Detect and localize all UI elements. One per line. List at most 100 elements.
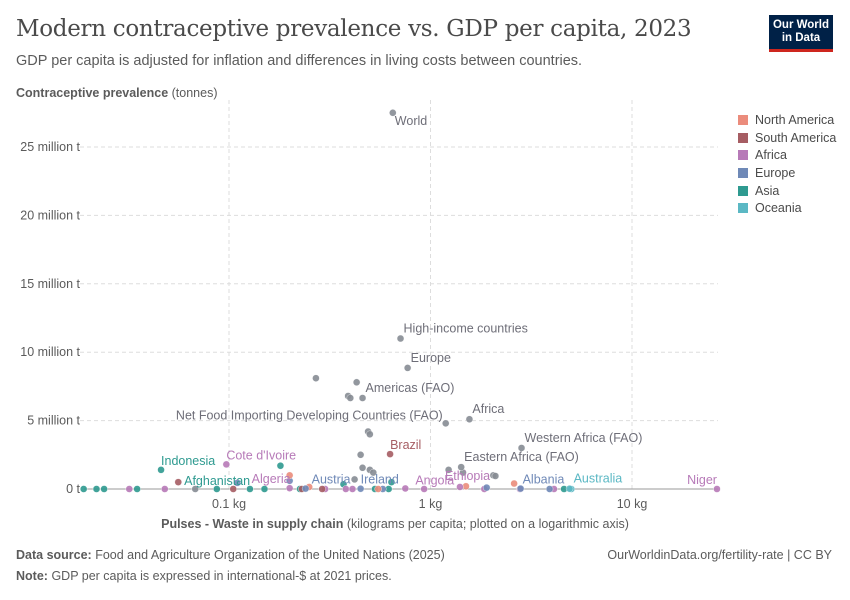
data-point[interactable] bbox=[401, 484, 410, 493]
x-axis-label-rest: (kilograms per capita; plotted on a loga… bbox=[343, 517, 629, 531]
data-point[interactable] bbox=[276, 462, 285, 470]
data-point[interactable] bbox=[191, 485, 199, 493]
legend-label: Africa bbox=[755, 148, 787, 163]
data-point[interactable] bbox=[125, 485, 133, 493]
data-point[interactable] bbox=[246, 485, 254, 493]
point-label: Eastern Africa (FAO) bbox=[464, 450, 579, 464]
x-tick-label: 1 kg bbox=[419, 497, 443, 511]
data-point[interactable] bbox=[301, 484, 310, 493]
legend-item[interactable]: North America bbox=[738, 111, 836, 129]
data-point[interactable] bbox=[358, 464, 367, 472]
data-point[interactable] bbox=[396, 334, 405, 343]
data-point[interactable] bbox=[389, 109, 397, 117]
data-point[interactable] bbox=[312, 374, 320, 382]
legend: North America South America Africa Europe As… bbox=[738, 111, 836, 217]
source-url-link[interactable]: OurWorldinData.org/fertility-rate | CC B… bbox=[607, 548, 832, 562]
data-point[interactable] bbox=[348, 485, 357, 493]
legend-item[interactable]: Asia bbox=[738, 182, 836, 200]
data-point[interactable] bbox=[491, 472, 500, 480]
chart-title: Modern contraceptive prevalence vs. GDP … bbox=[16, 16, 692, 42]
y-axis-label-unit: (tonnes) bbox=[171, 86, 218, 100]
legend-item[interactable]: South America bbox=[738, 129, 836, 147]
data-point[interactable] bbox=[92, 485, 101, 493]
data-point[interactable] bbox=[356, 485, 365, 493]
point-label: Africa bbox=[472, 402, 504, 416]
legend-label: South America bbox=[755, 130, 837, 145]
x-tick-label: 0.1 kg bbox=[212, 497, 246, 511]
data-point[interactable] bbox=[161, 485, 169, 493]
source-text: Food and Agriculture Organization of the… bbox=[95, 548, 445, 562]
note-label: Note: bbox=[16, 569, 48, 583]
data-point[interactable] bbox=[222, 460, 231, 469]
data-point[interactable] bbox=[517, 444, 526, 452]
legend-item[interactable]: Oceania bbox=[738, 199, 836, 217]
y-tick-label: 0 t bbox=[66, 482, 80, 496]
legend-swatch bbox=[738, 150, 748, 161]
data-point[interactable] bbox=[79, 485, 88, 493]
legend-swatch bbox=[738, 203, 748, 214]
data-point[interactable] bbox=[369, 468, 377, 477]
point-label: Angola bbox=[415, 473, 454, 487]
data-point[interactable] bbox=[482, 483, 491, 492]
data-point[interactable] bbox=[510, 479, 518, 488]
y-axis-label-bold: Contraceptive prevalence bbox=[16, 86, 169, 100]
data-point[interactable] bbox=[444, 466, 453, 474]
note-text: GDP per capita is expressed in internati… bbox=[51, 569, 392, 583]
point-label: Austria bbox=[312, 473, 351, 487]
data-point[interactable] bbox=[233, 479, 242, 487]
point-label: Indonesia bbox=[161, 454, 215, 468]
data-point[interactable] bbox=[174, 478, 182, 486]
x-axis-label: Pulses - Waste in supply chain (kilogram… bbox=[161, 517, 629, 531]
point-label: Europe bbox=[411, 351, 451, 365]
data-point[interactable] bbox=[374, 485, 382, 493]
point-label: Niger bbox=[687, 473, 717, 487]
point-label: Americas (FAO) bbox=[366, 381, 455, 395]
data-point[interactable] bbox=[157, 466, 165, 474]
data-point[interactable] bbox=[229, 485, 237, 493]
data-point[interactable] bbox=[358, 394, 367, 402]
source-label: Data source: bbox=[16, 548, 92, 562]
data-point[interactable] bbox=[366, 430, 374, 438]
point-label: High-income countries bbox=[404, 322, 528, 336]
data-point[interactable] bbox=[457, 463, 465, 471]
legend-item[interactable]: Europe bbox=[738, 164, 836, 182]
data-point[interactable] bbox=[516, 484, 525, 493]
legend-swatch bbox=[738, 167, 748, 178]
data-point[interactable] bbox=[285, 484, 294, 492]
legend-swatch bbox=[738, 114, 748, 125]
data-point[interactable] bbox=[260, 485, 269, 493]
legend-label: Asia bbox=[755, 183, 780, 198]
point-label: Australia bbox=[574, 472, 623, 486]
data-point[interactable] bbox=[285, 471, 294, 480]
data-point[interactable] bbox=[386, 450, 394, 458]
data-point[interactable] bbox=[352, 378, 361, 386]
data-point[interactable] bbox=[545, 485, 554, 493]
point-label: Net Food Importing Developing Countries … bbox=[176, 408, 443, 422]
data-point[interactable] bbox=[387, 478, 396, 486]
data-point[interactable] bbox=[318, 485, 326, 493]
x-tick-label: 10 kg bbox=[617, 497, 648, 511]
data-point[interactable] bbox=[350, 475, 359, 484]
data-point[interactable] bbox=[100, 485, 108, 493]
data-point[interactable] bbox=[133, 485, 141, 493]
legend-label: Oceania bbox=[755, 201, 802, 216]
y-axis-label: Contraceptive prevalence (tonnes) bbox=[16, 86, 218, 100]
data-point[interactable] bbox=[442, 419, 450, 428]
point-label: World bbox=[395, 114, 427, 128]
data-point[interactable] bbox=[403, 364, 412, 372]
point-label: Albania bbox=[523, 473, 565, 487]
data-point[interactable] bbox=[465, 415, 474, 423]
legend-item[interactable]: Africa bbox=[738, 146, 836, 164]
legend-swatch bbox=[738, 185, 748, 196]
data-point[interactable] bbox=[713, 485, 721, 493]
data-point[interactable] bbox=[213, 485, 221, 493]
data-point[interactable] bbox=[346, 394, 355, 402]
point-label: Ireland bbox=[361, 473, 399, 487]
data-point[interactable] bbox=[420, 485, 428, 493]
data-point[interactable] bbox=[456, 483, 464, 491]
data-point[interactable] bbox=[356, 451, 365, 459]
owid-logo[interactable]: Our World in Data bbox=[769, 15, 833, 52]
data-point[interactable] bbox=[565, 485, 574, 493]
